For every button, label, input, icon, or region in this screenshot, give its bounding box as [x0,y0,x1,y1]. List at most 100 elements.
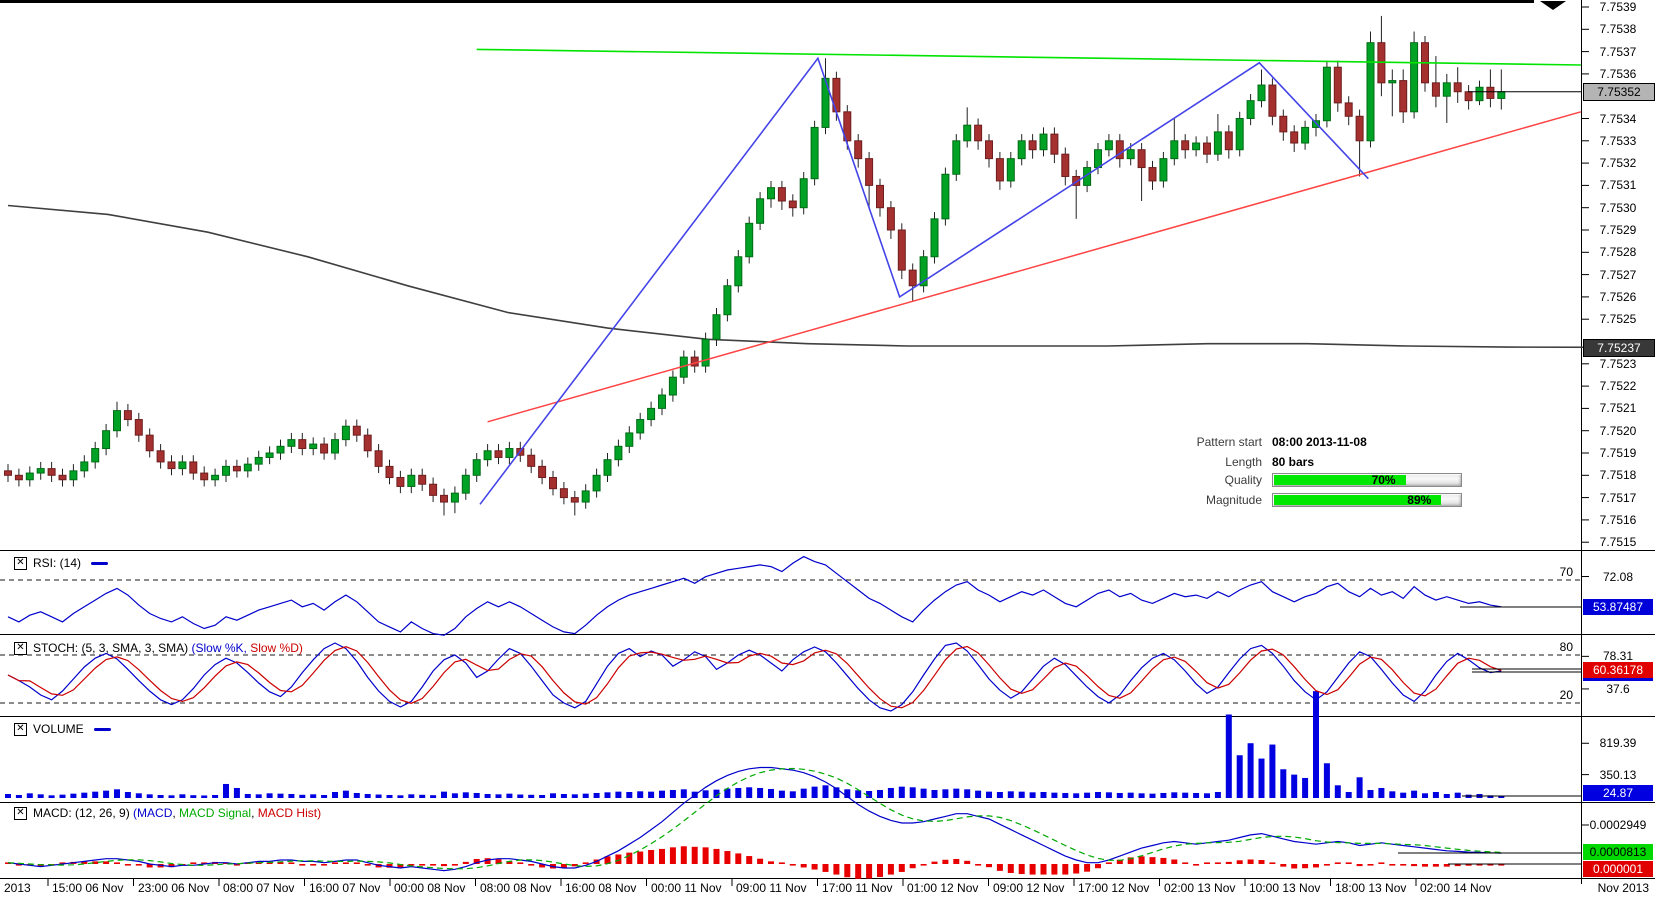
macd-indicator-label: MACD: (12, 26, 9) (MACD, MACD Signal, MA… [33,806,321,820]
time-axis-year-label: 2013 [4,881,31,895]
price-axis-tick: 7.7515 [1599,535,1637,549]
time-axis-label: 10:00 13 Nov [1249,881,1321,895]
time-axis-label: 01:00 12 Nov [907,881,979,895]
time-axis-label: 09:00 11 Nov [736,881,807,895]
pattern-length-row: Length 80 bars [1172,455,1314,469]
stoch-level-80-label: 80 [1556,640,1576,654]
quality-progress-bar: 70% [1272,473,1462,487]
time-axis-label: 02:00 14 Nov [1420,881,1492,895]
time-axis-label: 00:00 08 Nov [394,881,466,895]
time-axis-label: 16:00 08 Nov [565,881,637,895]
volume-indicator-label: VOLUME [33,722,84,736]
price-axis-tick: 7.7526 [1599,290,1637,304]
time-axis-label: 08:00 07 Nov [223,881,295,895]
pattern-length-label: Length [1225,455,1262,469]
price-axis-tick: 7.7529 [1599,223,1637,237]
macd-axis-tick: 0.0002949 [1589,818,1647,832]
indicator-label-part: (MACD [133,806,173,820]
indicator-label-part: STOCH: (5, 3, SMA, 3, SMA) [33,641,192,655]
rsi-close-checkbox-icon[interactable]: ✕ [14,556,27,570]
price-axis-tick: 7.7520 [1599,424,1637,438]
price-axis-tick: 7.7517 [1599,491,1637,505]
volume-axis-tick: 350.13 [1599,768,1637,782]
indicator-label-part: Slow %D) [250,641,303,655]
indicator-label-part: VOLUME [33,722,84,736]
stoch-level-20-label: 20 [1556,688,1576,702]
price-axis-tick: 7.7532 [1599,156,1637,170]
pattern-start-row: Pattern start 08:00 2013-11-08 [1172,435,1367,449]
pattern-magnitude-label: Magnitude [1205,493,1262,507]
price-axis-tick: 7.7534 [1599,112,1637,126]
pattern-quality-label: Quality [1224,473,1262,487]
price-axis-tick: 7.7539 [1599,0,1637,14]
stoch-indicator-label: STOCH: (5, 3, SMA, 3, SMA) (Slow %K, Slo… [33,641,303,655]
price-axis-tick: 7.7536 [1599,67,1637,81]
indicator-label-part: MACD Signal [179,806,252,820]
price-axis-tick: 7.7533 [1599,134,1637,148]
stoch-axis-tick: 78.31 [1602,649,1634,663]
indicator-label-part: MACD Hist) [257,806,322,820]
stoch-header: ✕ STOCH: (5, 3, SMA, 3, SMA) (Slow %K, S… [14,641,303,655]
indicator-label-part: RSI: (14) [33,556,82,570]
current-price-badge: 7.75352 [1583,83,1655,101]
macd-hist-badge: 0.000001 [1583,861,1653,877]
time-axis-label: 23:00 06 Nov [138,881,210,895]
rsi-line-sample-icon [91,561,109,565]
macd-signal-badge: 0.0000813 [1583,844,1653,860]
time-axis-label: 08:00 08 Nov [480,881,552,895]
time-axis-label: 15:00 06 Nov [52,881,124,895]
stoch-value-badge: 60.36178 [1583,662,1653,681]
macd-header: ✕ MACD: (12, 26, 9) (MACD, MACD Signal, … [14,806,321,820]
stoch-axis-tick: 37.6 [1606,682,1630,696]
price-axis-tick: 7.7537 [1599,45,1637,59]
volume-close-checkbox-icon[interactable]: ✕ [14,722,27,736]
volume-line-sample-icon [93,727,111,731]
scroll-marker-down-icon [1540,1,1566,10]
price-axis-tick: 7.7527 [1599,268,1637,282]
stoch-close-checkbox-icon[interactable]: ✕ [14,641,27,655]
price-axis-tick: 7.7521 [1599,401,1637,415]
rsi-value-badge: 53.87487 [1583,599,1653,615]
time-axis-label: 02:00 13 Nov [1164,881,1236,895]
rsi-level-70-label: 70 [1556,565,1576,579]
indicator-label-part: MACD: (12, 26, 9) [33,806,134,820]
quality-progress-fill: 70% [1274,473,1406,487]
volume-header: ✕ VOLUME [14,722,111,736]
time-axis-label: 00:00 11 Nov [651,881,722,895]
price-axis-tick: 7.7519 [1599,446,1637,460]
time-axis-label: 16:00 07 Nov [309,881,381,895]
price-axis-tick: 7.7525 [1599,312,1637,326]
indicator-label-part: , [172,806,180,820]
time-axis-label: 17:00 12 Nov [1078,881,1150,895]
magnitude-progress-bar: 89% [1272,493,1462,507]
price-axis-tick: 7.7538 [1599,22,1637,36]
time-axis-label: 09:00 12 Nov [993,881,1065,895]
pattern-length-value: 80 bars [1272,455,1315,469]
volume-axis-tick: 819.39 [1599,736,1637,750]
quality-percent: 70% [1371,473,1396,487]
macd-close-checkbox-icon[interactable]: ✕ [14,806,27,820]
time-axis-label: 17:00 11 Nov [822,881,893,895]
time-axis-label: 18:00 13 Nov [1335,881,1407,895]
pattern-quality-row: Quality 70% [1172,473,1462,487]
price-axis-tick: 7.7523 [1599,357,1637,371]
rsi-indicator-label: RSI: (14) [33,556,81,570]
magnitude-percent: 89% [1407,493,1432,507]
price-axis-tick: 7.7518 [1599,468,1637,482]
time-axis-month-label: Nov 2013 [1597,881,1649,895]
rsi-axis-tick: 72.08 [1602,570,1634,584]
indicator-label-part: , [251,806,258,820]
pattern-start-label: Pattern start [1196,435,1262,449]
volume-value-badge: 24.87 [1583,785,1653,801]
ma-value-badge: 7.75237 [1583,339,1655,357]
price-axis-tick: 7.7530 [1599,201,1637,215]
price-axis-tick: 7.7528 [1599,245,1637,259]
pattern-magnitude-row: Magnitude 89% [1172,493,1462,507]
pattern-start-value: 08:00 2013-11-08 [1272,435,1367,449]
price-axis-tick: 7.7522 [1599,379,1637,393]
magnitude-progress-fill: 89% [1274,493,1442,507]
price-axis-tick: 7.7531 [1599,178,1637,192]
indicator-label-part: (Slow %K, [191,641,247,655]
